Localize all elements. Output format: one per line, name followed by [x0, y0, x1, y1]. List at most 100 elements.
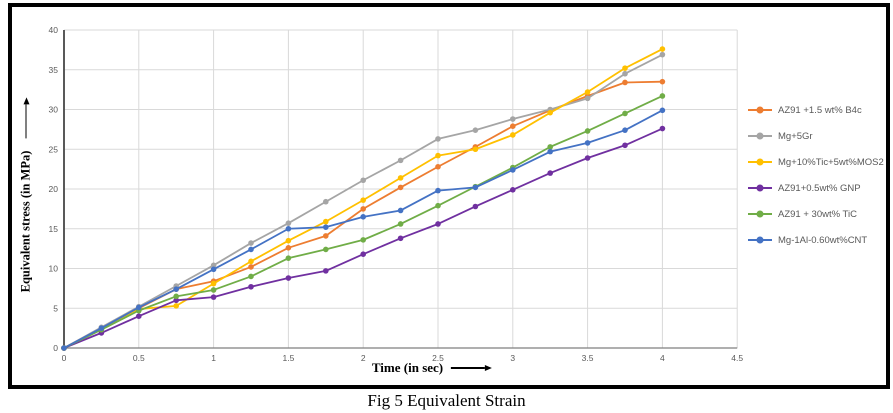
data-point-marker — [659, 46, 666, 52]
data-point-marker — [173, 303, 179, 309]
data-point-marker — [173, 286, 179, 292]
data-point-marker — [472, 146, 479, 153]
right-arrow-icon — [451, 365, 493, 371]
legend-dot-icon — [756, 210, 764, 218]
data-point-marker — [435, 221, 441, 227]
x-tick-label: 0 — [62, 353, 67, 363]
data-point-marker — [584, 140, 591, 146]
data-point-marker — [248, 258, 254, 265]
legend-item: Mg+5Gr — [748, 123, 888, 149]
data-point-marker — [547, 109, 553, 116]
data-point-marker — [360, 177, 367, 184]
legend-dot-icon — [756, 236, 764, 244]
legend-label: AZ91 +1.5 wt% B4c — [778, 104, 862, 116]
legend-dot-icon — [756, 132, 764, 140]
data-point-marker — [360, 206, 367, 212]
legend-label: AZ91+0.5wt% GNP — [778, 182, 861, 194]
data-point-marker — [248, 264, 254, 270]
data-point-marker — [510, 123, 516, 129]
data-point-marker — [397, 184, 404, 191]
data-point-marker — [622, 142, 628, 149]
up-arrow-icon — [23, 97, 29, 139]
y-tick-label: 0 — [53, 343, 58, 353]
legend-item: Mg-1Al-0.60wt%CNT — [748, 227, 888, 253]
data-point-marker — [397, 235, 404, 242]
data-point-marker — [248, 283, 254, 290]
y-tick-label: 35 — [49, 65, 59, 75]
y-tick-label: 5 — [53, 303, 58, 313]
data-point-marker — [323, 218, 329, 225]
y-tick-label: 10 — [49, 264, 59, 274]
legend-line-marker-icon — [748, 132, 772, 140]
legend-dot-icon — [756, 158, 764, 166]
data-point-marker — [397, 207, 404, 214]
data-point-marker — [622, 79, 628, 86]
data-point-marker — [173, 297, 179, 304]
legend-line-marker-icon — [748, 184, 772, 192]
data-point-marker — [584, 95, 591, 102]
data-point-marker — [435, 202, 441, 209]
data-point-marker — [360, 251, 367, 257]
y-tick-label: 15 — [49, 224, 59, 234]
data-point-marker — [248, 240, 254, 246]
data-point-marker — [323, 224, 329, 230]
data-point-marker — [210, 266, 217, 273]
data-point-marker — [323, 233, 329, 239]
data-point-marker — [323, 198, 329, 205]
x-tick-label: 4 — [660, 353, 665, 363]
data-point-marker — [173, 293, 179, 300]
legend-label: Mg+5Gr — [778, 130, 813, 142]
legend-line-marker-icon — [748, 236, 772, 244]
data-point-marker — [248, 273, 254, 280]
data-point-marker — [285, 237, 292, 244]
data-point-marker — [248, 246, 254, 253]
x-tick-label: 3.5 — [582, 353, 594, 363]
legend-item: AZ91 + 30wt% TiC — [748, 201, 888, 227]
data-point-marker — [622, 70, 628, 77]
y-tick-label: 40 — [49, 25, 59, 35]
legend-dot-icon — [756, 106, 764, 114]
data-point-marker — [360, 237, 367, 243]
data-point-marker — [472, 127, 479, 133]
legend-label: Mg-1Al-0.60wt%CNT — [778, 234, 868, 246]
data-point-marker — [547, 148, 553, 155]
data-point-marker — [360, 214, 367, 220]
data-point-marker — [622, 65, 628, 71]
data-point-marker — [210, 294, 217, 300]
legend-dot-icon — [756, 184, 764, 192]
x-tick-label: 4.5 — [731, 353, 743, 363]
legend-line-marker-icon — [748, 210, 772, 218]
data-point-marker — [435, 136, 441, 142]
y-axis-title: Equivalent stress (in MPa) — [19, 97, 34, 292]
data-point-marker — [659, 93, 666, 99]
legend-line-marker-icon — [748, 158, 772, 166]
data-point-marker — [397, 157, 404, 164]
x-tick-label: 2 — [361, 353, 366, 363]
x-tick-label: 0.5 — [133, 353, 145, 363]
data-point-marker — [510, 116, 516, 122]
data-point-marker — [397, 221, 404, 227]
data-point-marker — [285, 275, 292, 281]
x-tick-label: 1 — [211, 353, 216, 363]
data-point-marker — [360, 197, 367, 203]
data-point-marker — [472, 184, 479, 191]
x-axis-title: Time (in sec) — [372, 360, 493, 376]
data-point-marker — [659, 107, 666, 114]
data-point-marker — [210, 280, 217, 287]
data-point-marker — [622, 110, 628, 117]
legend-item: Mg+10%Tic+5wt%MOS2 — [748, 149, 888, 175]
x-tick-label: 3 — [510, 353, 515, 363]
data-point-marker — [547, 170, 553, 176]
figure-caption: Fig 5 Equivalent Strain — [367, 391, 526, 410]
chart-legend: AZ91 +1.5 wt% B4c Mg+5Gr Mg+10%Tic+5wt%MOS… — [748, 97, 888, 253]
legend-line-marker-icon — [748, 106, 772, 114]
y-tick-label: 20 — [49, 184, 59, 194]
data-point-marker — [323, 246, 329, 253]
legend-label: AZ91 + 30wt% TiC — [778, 208, 857, 220]
data-point-marker — [435, 163, 441, 170]
data-point-marker — [285, 225, 292, 232]
data-point-marker — [510, 186, 516, 193]
data-point-marker — [584, 89, 591, 95]
data-point-marker — [584, 155, 591, 161]
